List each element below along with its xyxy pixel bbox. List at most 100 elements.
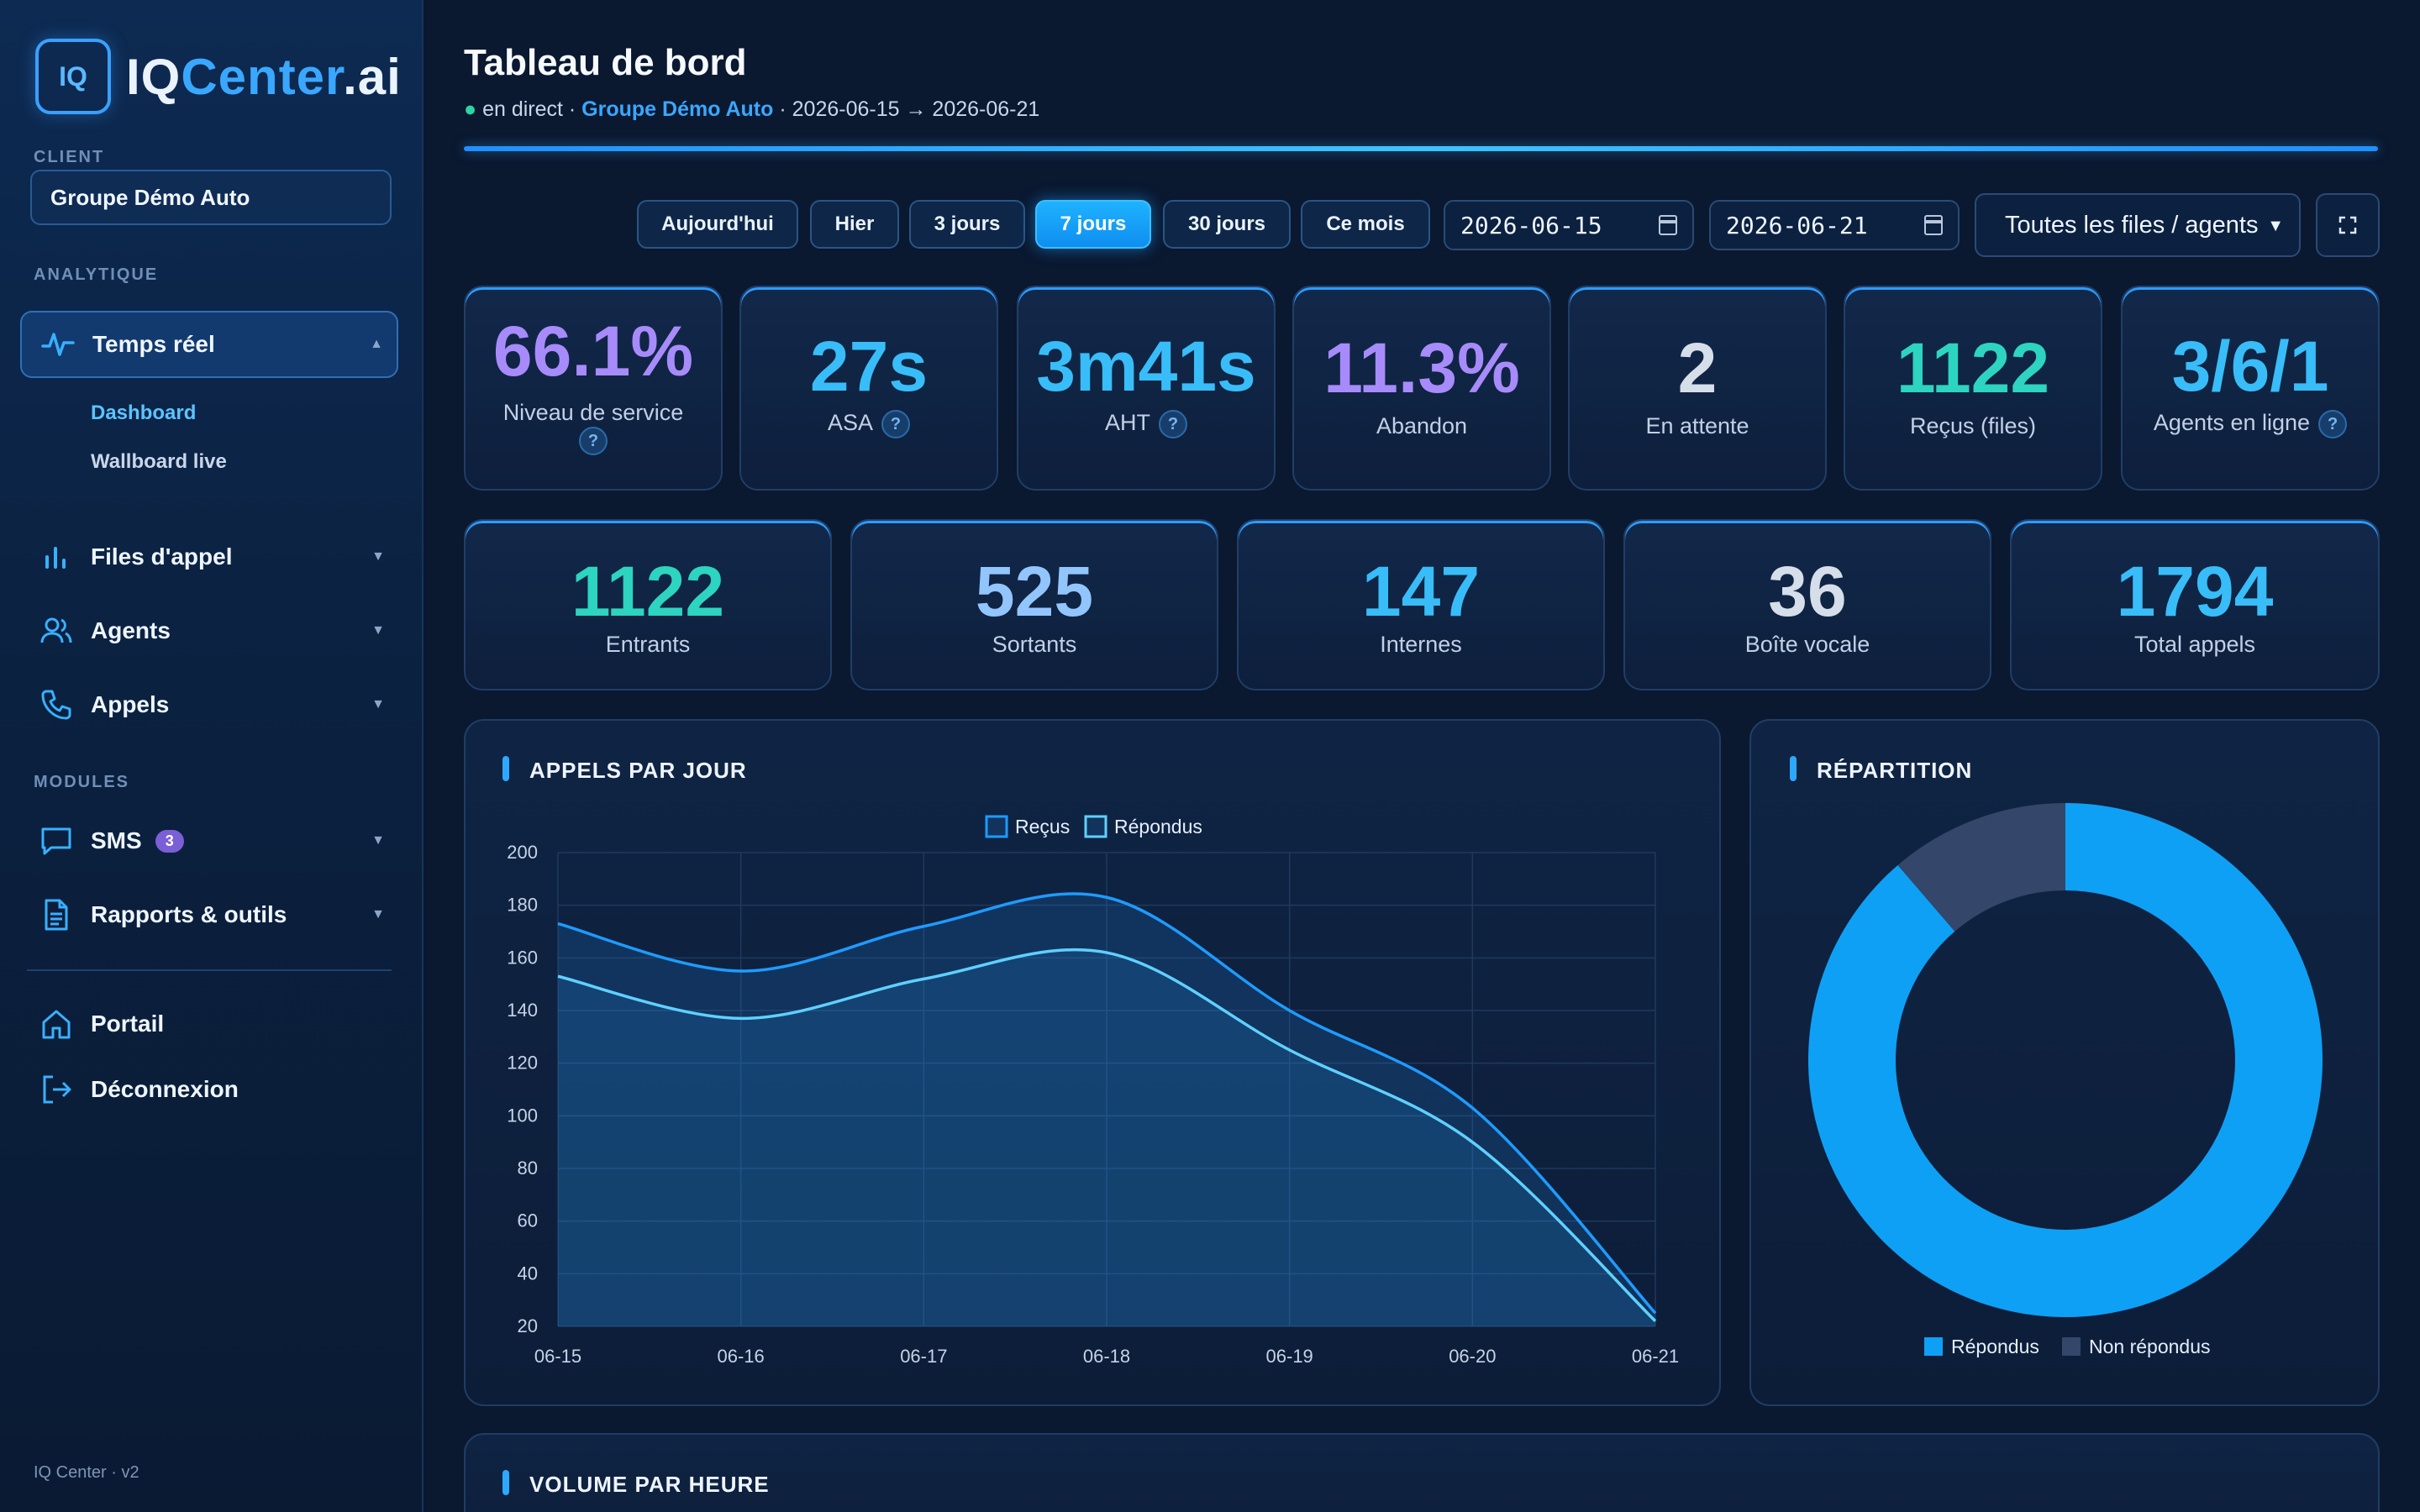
- kpi-value: 11.3%: [1323, 328, 1520, 407]
- legend-label: Non répondus: [2089, 1336, 2211, 1357]
- kpi-label-row: ASA?: [741, 410, 997, 438]
- panel-accent: [502, 1470, 509, 1495]
- help-icon[interactable]: ?: [579, 427, 608, 455]
- range-7days-button[interactable]: 7 jours: [1035, 200, 1151, 249]
- kpi-label: Agents en ligne: [2153, 410, 2311, 436]
- kpi-value: 2: [1677, 328, 1718, 407]
- legend-swatch: [985, 815, 1008, 838]
- y-tick-label: 160: [507, 947, 538, 968]
- chevron-down-icon: ▼: [371, 697, 385, 711]
- sidebar-item-temps-reel[interactable]: Temps réel ▲: [20, 311, 398, 378]
- x-tick-label: 06-19: [1266, 1346, 1313, 1367]
- help-icon[interactable]: ?: [881, 410, 911, 438]
- analytics-section-label: ANALYTIQUE: [34, 265, 159, 284]
- bar-chart-icon: [39, 539, 74, 575]
- sidebar-item-label: Rapports & outils: [91, 901, 287, 927]
- panel-title: RÉPARTITION: [1817, 758, 1973, 783]
- x-tick-label: 06-18: [1083, 1346, 1130, 1367]
- kpi-value: 3m41s: [1036, 327, 1256, 406]
- group-link[interactable]: Groupe Démo Auto: [581, 97, 774, 121]
- donut-slice-Répondus: [1808, 803, 2323, 1317]
- help-icon[interactable]: ?: [2318, 410, 2348, 438]
- chevron-down-icon: ▼: [2267, 217, 2284, 235]
- donut-chart: Répondus Non répondus: [1808, 803, 2323, 1357]
- kpi-value: 147: [1361, 552, 1481, 631]
- line-chart: 20 40 60 80 100 120 140 160 180 200 06-15 06-16 06-1…: [507, 815, 1679, 1367]
- queue-agent-select[interactable]: Toutes les files / agents ▼: [1975, 193, 2301, 257]
- y-tick-label: 100: [507, 1105, 538, 1126]
- range-30days-button[interactable]: 30 jours: [1163, 200, 1291, 249]
- sidebar-item-label: Déconnexion: [91, 1076, 239, 1102]
- kpi-outbound: 525 Sortants: [850, 519, 1218, 690]
- volume-per-hour-panel: VOLUME PAR HEURE: [464, 1433, 2380, 1512]
- chevron-down-icon: ▼: [371, 623, 385, 638]
- sidebar-item-files[interactable]: Files d'appel ▼: [20, 528, 398, 586]
- panel-accent: [502, 756, 509, 781]
- panel-title: APPELS PAR JOUR: [529, 758, 747, 783]
- sidebar-item-portail[interactable]: Portail: [20, 995, 398, 1053]
- calls-per-day-panel: APPELS PAR JOUR 20 40 60 80 100 120 140 160 180 2…: [464, 719, 1721, 1406]
- sidebar-item-sms[interactable]: SMS 3 ▼: [20, 811, 398, 870]
- kpi-label: Abandon: [1376, 413, 1468, 438]
- sidebar-item-label: Portail: [91, 1011, 165, 1037]
- y-tick-label: 60: [518, 1210, 538, 1231]
- kpi-value: 27s: [809, 327, 929, 406]
- y-tick-label: 40: [518, 1263, 538, 1284]
- client-selector[interactable]: Groupe Démo Auto: [30, 170, 392, 225]
- kpi-internal: 147 Internes: [1237, 519, 1605, 690]
- kpi-label-row: Agents en ligne?: [2123, 410, 2378, 438]
- kpi-label: Reçus (files): [1909, 413, 2037, 438]
- sidebar: IQ IQCenter.ai CLIENT Groupe Démo Auto A…: [0, 0, 424, 1512]
- header-accent-bar: [464, 146, 2378, 151]
- y-tick-label: 180: [507, 895, 538, 916]
- kpi-value: 36: [1768, 552, 1847, 631]
- date-range-text: 2026-06-15 → 2026-06-21: [792, 97, 1040, 121]
- sidebar-item-label: Agents: [91, 617, 171, 643]
- users-icon: [39, 613, 74, 648]
- range-yesterday-button[interactable]: Hier: [810, 200, 899, 249]
- kpi-value: 1122: [1896, 328, 2050, 407]
- panel-accent: [1790, 756, 1797, 781]
- range-today-button[interactable]: Aujourd'hui: [637, 200, 798, 249]
- sidebar-subitem-wallboard[interactable]: Wallboard live: [91, 450, 227, 473]
- kpi-abandon: 11.3% Abandon: [1292, 286, 1551, 491]
- kpi-voicemail: 36 Boîte vocale: [1623, 519, 1991, 690]
- sidebar-subitem-dashboard[interactable]: Dashboard: [91, 402, 197, 424]
- date-to-input[interactable]: 2026-06-21: [1709, 200, 1960, 250]
- document-icon: [39, 897, 74, 932]
- logo[interactable]: IQ IQCenter.ai: [35, 39, 402, 114]
- kpi-value: 1122: [571, 552, 725, 631]
- kpi-label: Entrants: [605, 632, 691, 657]
- sidebar-item-rapports[interactable]: Rapports & outils ▼: [20, 885, 398, 944]
- panel-title: VOLUME PAR HEURE: [529, 1472, 770, 1497]
- y-tick-label: 140: [507, 1000, 538, 1021]
- kpi-label: En attente: [1645, 413, 1749, 438]
- kpi-aht: 3m41s AHT?: [1017, 286, 1276, 491]
- sidebar-item-label: SMS: [91, 827, 142, 853]
- range-this-month-button[interactable]: Ce mois: [1301, 200, 1430, 249]
- kpi-waiting: 2 En attente: [1568, 286, 1827, 491]
- legend-swatch: [2062, 1337, 2081, 1356]
- sms-count-badge: 3: [155, 829, 184, 853]
- fullscreen-button[interactable]: [2316, 193, 2380, 257]
- phone-icon: [39, 687, 74, 722]
- range-3days-button[interactable]: 3 jours: [909, 200, 1025, 249]
- message-icon: [39, 823, 74, 858]
- series-line-Répondus: [557, 948, 1657, 1322]
- live-status: en direct: [482, 97, 563, 121]
- distribution-panel: RÉPARTITION Répondus Non répondus: [1749, 719, 2380, 1406]
- chevron-down-icon: ▼: [371, 907, 385, 921]
- legend-label: Reçus: [1015, 816, 1070, 837]
- kpi-value: 1794: [2116, 552, 2274, 631]
- sidebar-item-deconnexion[interactable]: Déconnexion: [20, 1060, 398, 1119]
- sidebar-item-agents[interactable]: Agents ▼: [20, 601, 398, 660]
- calendar-icon: [1924, 215, 1943, 235]
- x-tick-label: 06-15: [534, 1346, 581, 1367]
- sidebar-item-appels[interactable]: Appels ▼: [20, 675, 398, 734]
- legend-label: Répondus: [1114, 816, 1202, 837]
- calendar-icon: [1659, 215, 1677, 235]
- help-icon[interactable]: ?: [1159, 410, 1187, 438]
- date-from-input[interactable]: 2026-06-15: [1444, 200, 1694, 250]
- client-section-label: CLIENT: [34, 148, 105, 166]
- legend-swatch: [1924, 1337, 1943, 1356]
